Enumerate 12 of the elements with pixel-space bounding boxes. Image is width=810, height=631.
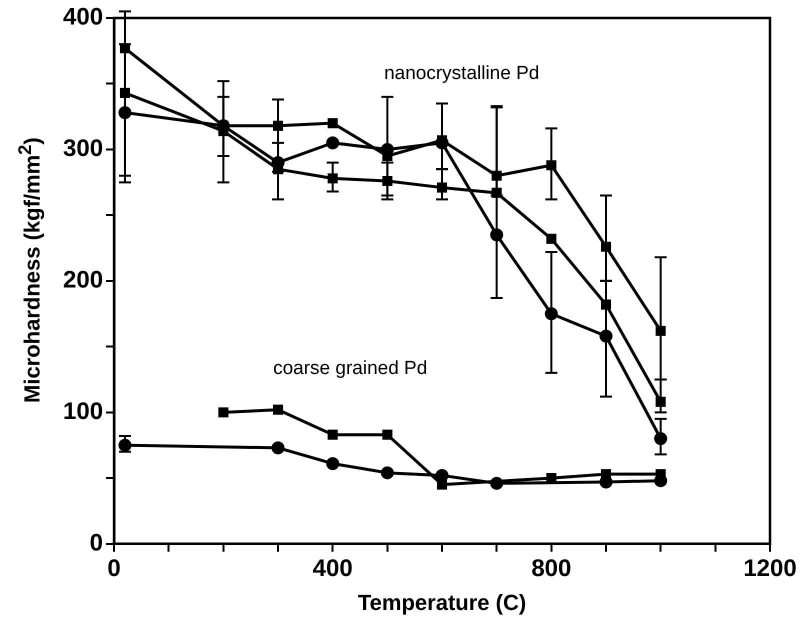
annotation: nanocrystalline Pd [384,62,540,84]
x-tick-label: 1200 [743,554,797,582]
x-tick-label: 0 [107,554,121,582]
x-tick-label: 800 [531,554,572,582]
y-tick-label: 400 [62,4,104,31]
annotation: coarse grained Pd [273,358,428,379]
y-tick-label: 0 [90,529,104,556]
x-axis-title: Temperature (C) [358,590,526,615]
y-tick-label: 300 [62,135,104,162]
x-tick-label: 400 [312,554,353,582]
y-tick-label: 100 [62,398,104,425]
y-tick-label: 200 [62,266,104,294]
